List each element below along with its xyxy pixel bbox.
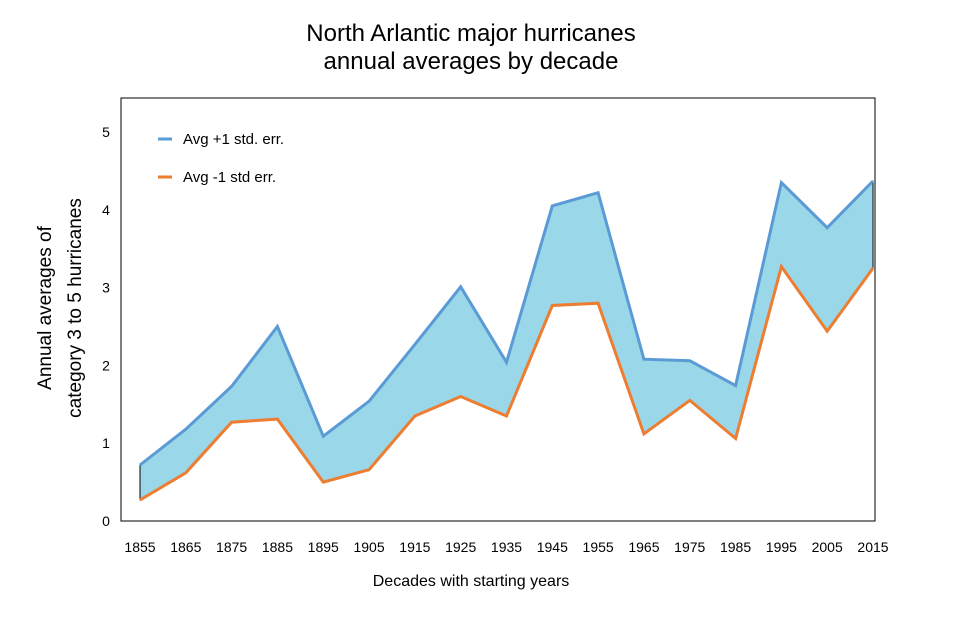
lower-point-1985 [734, 437, 737, 440]
upper-point-2005 [826, 226, 828, 229]
lower-point-1995 [780, 265, 783, 268]
upper-point-1855 [139, 464, 141, 466]
upper-point-1945 [551, 205, 554, 207]
x-tick-label: 1955 [583, 539, 614, 555]
x-tick-label: 1985 [720, 539, 751, 555]
x-tick-label: 1865 [170, 539, 201, 555]
lower-point-2015 [872, 267, 874, 269]
upper-point-1995 [780, 181, 783, 184]
x-tick-label: 1915 [399, 539, 430, 555]
lower-point-1955 [597, 302, 599, 304]
x-tick-labels: 1855 1865 1875 1885 1895 1905 1915 1925 1935 1945… [124, 539, 888, 555]
upper-point-1955 [597, 191, 599, 194]
lower-point-2005 [826, 330, 828, 332]
y-tick-label: 5 [102, 124, 110, 140]
upper-point-1975 [688, 359, 691, 362]
lower-point-1885 [276, 418, 279, 420]
lower-point-1935 [505, 415, 508, 417]
y-tick-label: 2 [102, 357, 110, 373]
upper-point-1935 [505, 361, 508, 364]
legend: Avg +1 std. err. Avg -1 std err. [158, 131, 284, 186]
plot-area-border [120, 97, 876, 522]
lower-point-1925 [459, 395, 462, 398]
lower-point-1975 [688, 399, 691, 402]
lower-point-1875 [230, 421, 233, 423]
y-tick-label: 1 [102, 435, 110, 451]
upper-point-1925 [459, 286, 462, 288]
y-axis-title-line1: Annual averages of [35, 225, 56, 389]
x-tick-label: 1965 [628, 539, 659, 555]
lower-point-1855 [139, 499, 141, 501]
lower-point-1895 [322, 481, 325, 483]
lower-point-1965 [643, 433, 645, 435]
upper-point-2015 [872, 180, 874, 182]
lower-point-1905 [368, 468, 370, 471]
upper-point-1985 [734, 384, 737, 387]
x-tick-label: 2005 [812, 539, 843, 555]
chart-title-line1: North Arlantic major hurricanes [306, 20, 635, 47]
x-tick-label: 1885 [262, 539, 293, 555]
fill-between-area [139, 181, 874, 500]
upper-point-1875 [230, 385, 233, 388]
x-tick-label: 1875 [216, 539, 247, 555]
upper-point-1895 [322, 435, 325, 437]
lower-point-1865 [185, 471, 187, 474]
legend-label-upper: Avg +1 std. err. [183, 131, 284, 148]
legend-label-lower: Avg -1 std err. [183, 169, 276, 186]
upper-point-1865 [185, 428, 187, 430]
y-axis-title-line2: category 3 to 5 hurricanes [65, 198, 86, 418]
x-tick-label: 1935 [491, 539, 522, 555]
y-tick-labels: 0 1 2 3 4 5 [102, 124, 110, 529]
upper-point-1915 [414, 343, 416, 346]
chart-title-line2: annual averages by decade [324, 48, 619, 75]
x-tick-label: 2015 [857, 539, 888, 555]
x-tick-label: 1895 [308, 539, 339, 555]
lower-point-1915 [414, 415, 416, 417]
area-between-series [140, 181, 873, 500]
x-tick-label: 1975 [674, 539, 705, 555]
lower-point-1945 [551, 304, 554, 307]
x-tick-label: 1925 [445, 539, 476, 555]
x-tick-label: 1995 [766, 539, 797, 555]
y-tick-label: 0 [102, 513, 110, 529]
upper-point-1905 [368, 400, 370, 402]
y-tick-label: 3 [102, 280, 110, 296]
x-tick-label: 1945 [537, 539, 568, 555]
x-tick-label: 1855 [124, 539, 155, 555]
x-tick-label: 1905 [353, 539, 384, 555]
y-tick-label: 4 [102, 202, 110, 218]
series-lines [139, 179, 875, 502]
upper-point-1965 [643, 358, 645, 360]
upper-point-1885 [276, 325, 279, 328]
x-axis-title: Decades with starting years [373, 573, 570, 590]
